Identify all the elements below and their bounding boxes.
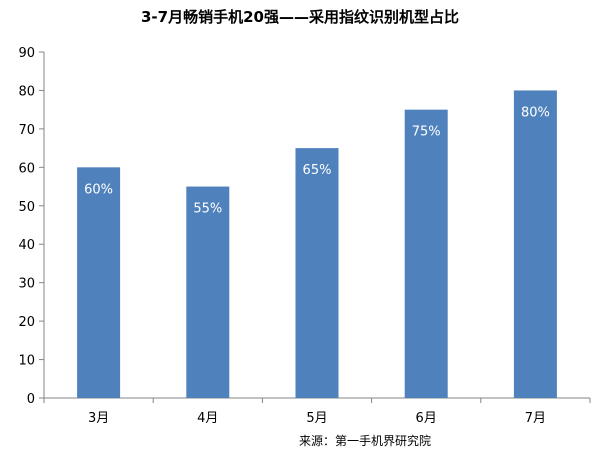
bar-data-label: 60% [84,182,113,197]
y-tick-label: 50 [18,200,35,215]
bar-data-label: 55% [193,202,222,217]
bar [186,186,230,398]
source-note: 来源：第一手机界研究院 [299,433,431,448]
bar [295,148,339,398]
bar [404,109,448,399]
bar-data-label: 80% [521,105,550,120]
bars-group: 60% 55% 65% 75% 80% [77,90,557,399]
bar-data-label: 65% [303,163,332,178]
y-tick-label: 90 [18,46,35,61]
x-category-label: 5月 [306,411,327,426]
bar-data-label: 75% [412,125,441,140]
y-tick-label: 30 [18,277,35,292]
x-axis-labels: 3月 4月 5月 6月 7月 [43,398,591,426]
y-tick-label: 80 [18,84,35,99]
y-tick-label: 20 [18,315,35,330]
y-axis-ticks: 0 10 20 30 40 50 60 70 80 90 [18,46,44,407]
x-category-label: 4月 [197,411,218,426]
y-tick-label: 70 [18,123,35,138]
chart-title: 3-7月畅销手机20强——采用指纹识别机型占比 [141,8,459,26]
y-tick-label: 60 [18,161,35,176]
x-category-label: 3月 [88,411,109,426]
y-tick-label: 40 [18,238,35,253]
y-tick-label: 10 [18,354,35,369]
x-category-label: 7月 [525,411,546,426]
bar [513,90,557,398]
x-category-label: 6月 [416,411,437,426]
y-tick-label: 0 [27,392,35,407]
bar [77,167,121,398]
